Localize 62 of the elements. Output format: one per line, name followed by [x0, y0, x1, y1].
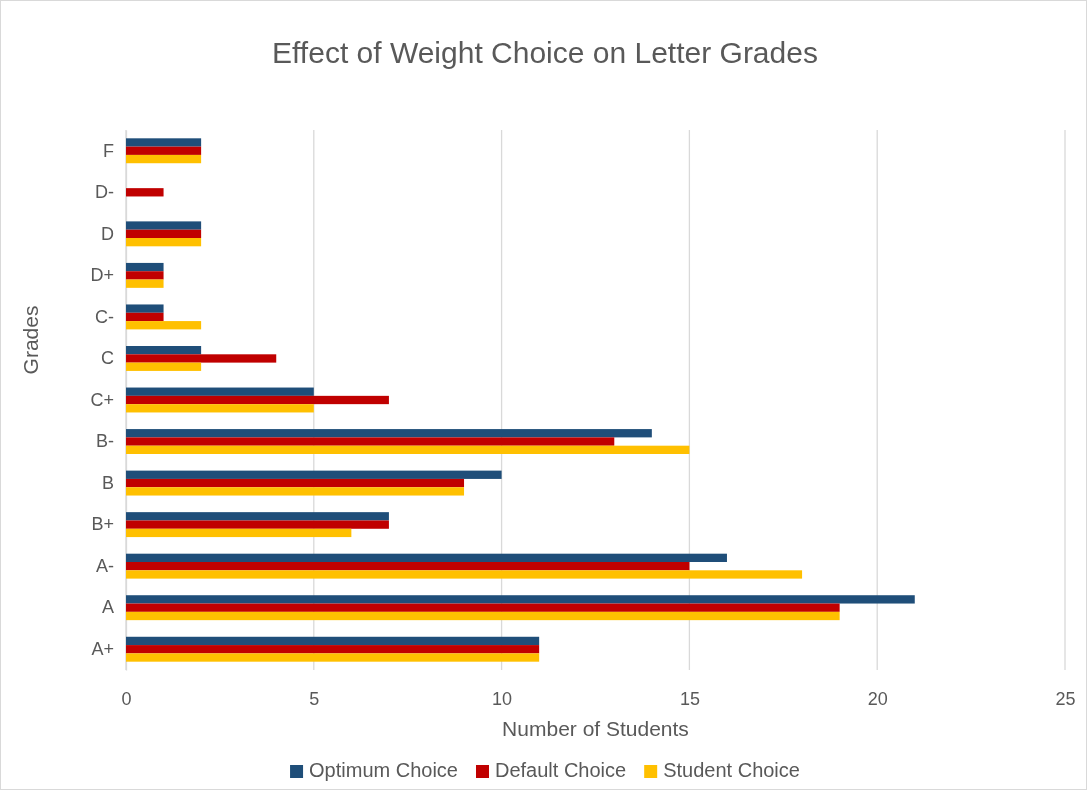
y-tick-label: A+	[91, 638, 114, 659]
bar	[126, 570, 803, 579]
bar	[126, 653, 540, 662]
bar	[126, 645, 540, 654]
y-tick-label: B	[101, 472, 114, 493]
bar	[126, 562, 690, 571]
bar	[126, 636, 540, 646]
bar	[126, 478, 465, 488]
y-tick-label: C	[101, 348, 114, 369]
bar	[126, 362, 202, 371]
y-tick-label: A	[101, 597, 114, 618]
bar	[126, 387, 314, 396]
bar	[126, 271, 164, 280]
bar	[126, 346, 202, 355]
bar	[126, 304, 164, 313]
y-axis-title: Grades	[19, 305, 42, 375]
bar	[126, 528, 352, 538]
bar	[126, 512, 389, 521]
bar	[126, 437, 615, 446]
bar	[126, 595, 915, 604]
bar	[126, 312, 164, 322]
x-tick-label: 10	[492, 688, 513, 709]
bar	[126, 395, 389, 405]
y-tick-label: D-	[95, 182, 114, 203]
x-tick-label: 20	[867, 688, 888, 709]
legend-label: Default Choice	[494, 759, 627, 781]
bar	[126, 221, 202, 230]
bar	[126, 603, 840, 612]
x-tick-label: 0	[121, 688, 132, 709]
y-tick-label: D	[101, 223, 114, 244]
y-tick-label: B+	[91, 514, 114, 535]
bar	[126, 262, 164, 272]
y-tick-label: C-	[95, 306, 114, 327]
bar	[126, 470, 502, 479]
chart-title: Effect of Weight Choice on Letter Grades	[272, 36, 818, 69]
bar	[126, 429, 652, 438]
bar	[126, 611, 840, 621]
x-tick-label: 15	[679, 688, 700, 709]
y-tick-label: B-	[96, 431, 115, 452]
bar	[126, 229, 202, 238]
y-tick-label: A-	[96, 555, 115, 576]
legend-label: Student Choice	[663, 759, 800, 781]
y-tick-label: F	[103, 140, 114, 161]
bar	[126, 146, 202, 155]
bar	[126, 487, 465, 496]
bar	[126, 354, 277, 363]
bar	[126, 520, 389, 529]
bar	[126, 404, 314, 413]
bar	[126, 553, 727, 562]
bar	[126, 321, 202, 330]
x-tick-label: 5	[309, 688, 320, 709]
bar	[126, 279, 164, 288]
x-tick-label: 25	[1055, 688, 1076, 709]
legend-label: Optimum Choice	[309, 759, 458, 781]
bar	[126, 238, 202, 247]
bar	[126, 138, 202, 147]
bar	[126, 188, 164, 197]
y-tick-label: C+	[90, 389, 114, 410]
bar	[126, 445, 690, 454]
y-tick-label: D+	[90, 265, 114, 286]
bar	[126, 154, 202, 164]
x-axis-title: Number of Students	[502, 717, 689, 740]
